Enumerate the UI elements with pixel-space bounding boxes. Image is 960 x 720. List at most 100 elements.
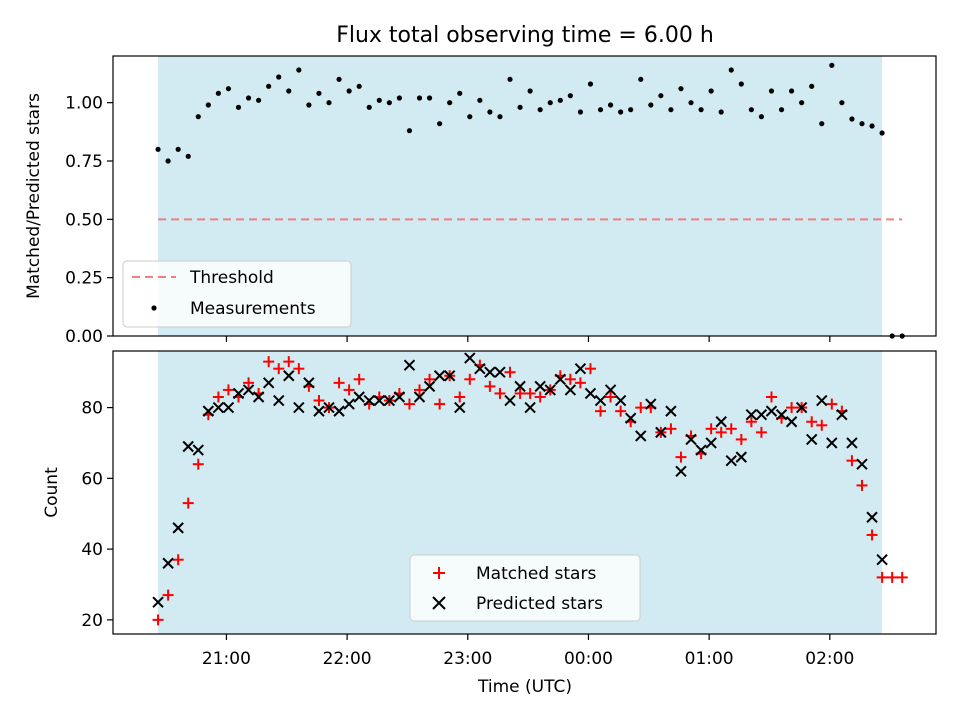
measurement-point — [366, 104, 372, 110]
y-tick-label: 1.00 — [65, 94, 103, 114]
measurement-point — [849, 116, 855, 122]
matched-star-marker — [715, 426, 727, 438]
ratio-y-ticks: 0.00 0.25 0.50 0.75 1.00 — [65, 94, 113, 347]
measurement-point — [457, 90, 463, 96]
x-tick-label: 22:00 — [323, 649, 372, 669]
measurement-point — [175, 146, 181, 152]
measurement-point — [718, 109, 724, 115]
measurement-point — [507, 76, 513, 82]
ratio-panel-frame — [112, 55, 937, 337]
matched-star-marker — [745, 416, 757, 428]
predicted-star-marker — [423, 380, 436, 393]
matched-star-marker — [786, 402, 798, 414]
predicted-star-marker — [826, 437, 838, 449]
predicted-star-marker — [614, 394, 627, 407]
matched-star-marker — [665, 423, 677, 435]
measurement-point — [638, 76, 644, 82]
predicted-star-marker — [433, 370, 446, 382]
measurement-point — [256, 97, 262, 103]
measurement-point — [386, 100, 392, 106]
ratio-panel: 0.00 0.25 0.50 0.75 1.00 Matched/Predicted s… — [24, 55, 937, 347]
measurement-point — [306, 102, 312, 108]
predicted-star-marker — [182, 440, 194, 453]
measurement-point — [276, 74, 282, 80]
predicted-star-marker — [464, 352, 476, 364]
chart-title: Flux total observing time = 6.00 h — [336, 23, 714, 48]
matched-star-marker — [414, 384, 426, 396]
measurement-point — [296, 67, 302, 73]
matched-star-marker — [605, 391, 617, 403]
measurement-point — [788, 88, 795, 94]
measurement-point — [225, 86, 232, 92]
predicted-star-marker — [192, 444, 204, 456]
measurement-point — [547, 100, 553, 106]
measurement-point — [245, 95, 252, 101]
y-tick-label: 40 — [81, 540, 103, 560]
matched-star-marker — [866, 529, 878, 541]
x-tick-label: 02:00 — [805, 649, 854, 669]
matched-star-marker — [725, 423, 737, 435]
predicted-star-marker — [494, 366, 506, 378]
predicted-legend-swatch — [432, 596, 446, 610]
matched-star-marker — [816, 419, 828, 431]
matched-star-marker — [504, 366, 516, 378]
measurement-point — [648, 102, 654, 108]
matched-star-marker — [152, 614, 164, 626]
matched-star-marker — [424, 373, 436, 385]
y-tick-label: 0.50 — [65, 210, 103, 230]
measurement-point — [859, 121, 865, 127]
matched-star-marker — [826, 398, 838, 410]
y-tick-label: 0.00 — [65, 327, 103, 347]
predicted-star-marker — [172, 522, 184, 534]
measurement-point — [517, 104, 523, 110]
predicted-star-marker — [333, 405, 345, 417]
measurement-point — [346, 88, 352, 94]
predicted-star-marker — [383, 394, 396, 407]
matched-star-marker — [293, 363, 305, 375]
threshold-legend-label: Threshold — [189, 268, 274, 288]
matched-star-marker — [484, 380, 496, 392]
measurement-point — [678, 86, 684, 92]
matched-star-marker — [403, 398, 415, 410]
predicted-star-marker — [393, 391, 406, 403]
measurement-point — [708, 88, 714, 94]
measurement-point — [336, 76, 342, 82]
predicted-star-marker — [293, 401, 305, 414]
predicted-star-marker — [303, 377, 315, 389]
measurement-point — [185, 153, 191, 159]
measurement-point — [215, 90, 221, 96]
matched-star-marker — [615, 405, 627, 417]
measurement-point — [205, 102, 211, 108]
matched-star-marker — [192, 458, 204, 470]
matched-star-marker — [313, 395, 325, 407]
measurement-point — [447, 100, 453, 106]
measurement-point — [758, 114, 765, 120]
measurement-point — [165, 158, 171, 164]
predicted-star-marker — [313, 405, 325, 417]
predicted-star-marker — [795, 401, 808, 414]
matched-legend-swatch — [433, 567, 445, 579]
matched-star-marker — [524, 387, 536, 399]
measurement-point — [537, 107, 543, 113]
measurement-point — [819, 121, 825, 127]
predicted-star-marker — [283, 370, 295, 382]
predicted-star-marker — [564, 384, 577, 396]
matched-star-marker — [464, 373, 476, 385]
count-panel-frame — [112, 350, 937, 635]
matched-star-marker — [584, 363, 596, 375]
predicted-star-marker — [715, 416, 727, 428]
measurement-point — [607, 102, 614, 108]
predicted-star-marker — [474, 362, 486, 375]
measurement-point — [809, 83, 815, 89]
measurement-point — [577, 109, 584, 115]
measurement-point — [829, 62, 835, 68]
measurement-point — [195, 114, 201, 120]
measurement-point — [416, 95, 423, 101]
measurement-point — [728, 67, 734, 73]
measurement-point — [557, 97, 563, 103]
matched-star-marker — [212, 391, 224, 403]
predicted-star-marker — [685, 433, 697, 446]
measurement-point — [316, 90, 322, 96]
predicted-star-marker — [846, 437, 858, 449]
predicted-star-marker — [624, 412, 637, 424]
